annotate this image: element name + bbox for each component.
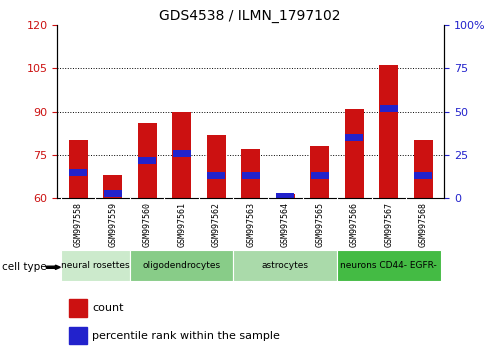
- Text: GDS4538 / ILMN_1797102: GDS4538 / ILMN_1797102: [159, 9, 340, 23]
- Bar: [276, 194, 295, 198]
- Bar: [234, 250, 337, 281]
- Bar: [69, 299, 87, 317]
- Bar: [207, 135, 226, 198]
- Text: GSM997563: GSM997563: [246, 202, 255, 247]
- Bar: [379, 65, 398, 198]
- Bar: [311, 172, 329, 179]
- Bar: [276, 193, 294, 200]
- Text: GSM997564: GSM997564: [281, 202, 290, 247]
- Bar: [103, 175, 122, 198]
- Bar: [310, 146, 329, 198]
- Bar: [172, 112, 191, 198]
- Bar: [68, 141, 88, 198]
- Bar: [242, 172, 260, 179]
- Bar: [69, 327, 87, 344]
- Text: GSM997565: GSM997565: [315, 202, 324, 247]
- Text: GSM997559: GSM997559: [108, 202, 117, 247]
- Bar: [207, 172, 225, 179]
- Bar: [69, 169, 87, 176]
- Text: GSM997558: GSM997558: [73, 202, 83, 247]
- Text: count: count: [92, 303, 124, 313]
- Text: GSM997566: GSM997566: [350, 202, 359, 247]
- Bar: [241, 149, 260, 198]
- Text: cell type: cell type: [2, 262, 47, 272]
- Text: GSM997560: GSM997560: [143, 202, 152, 247]
- Bar: [104, 190, 122, 196]
- Text: GSM997562: GSM997562: [212, 202, 221, 247]
- Text: percentile rank within the sample: percentile rank within the sample: [92, 331, 280, 341]
- Bar: [61, 250, 130, 281]
- Bar: [414, 172, 433, 179]
- Bar: [138, 123, 157, 198]
- Text: neurons CD44- EGFR-: neurons CD44- EGFR-: [340, 261, 437, 270]
- Text: neural rosettes: neural rosettes: [61, 261, 130, 270]
- Bar: [345, 134, 363, 141]
- Text: astrocytes: astrocytes: [262, 261, 309, 270]
- Bar: [337, 250, 441, 281]
- Text: GSM997567: GSM997567: [384, 202, 393, 247]
- Bar: [130, 250, 234, 281]
- Bar: [173, 150, 191, 156]
- Bar: [380, 104, 398, 112]
- Text: oligodendrocytes: oligodendrocytes: [143, 261, 221, 270]
- Text: GSM997568: GSM997568: [419, 202, 428, 247]
- Bar: [345, 109, 364, 198]
- Bar: [138, 156, 156, 164]
- Text: GSM997561: GSM997561: [177, 202, 186, 247]
- Bar: [414, 141, 433, 198]
